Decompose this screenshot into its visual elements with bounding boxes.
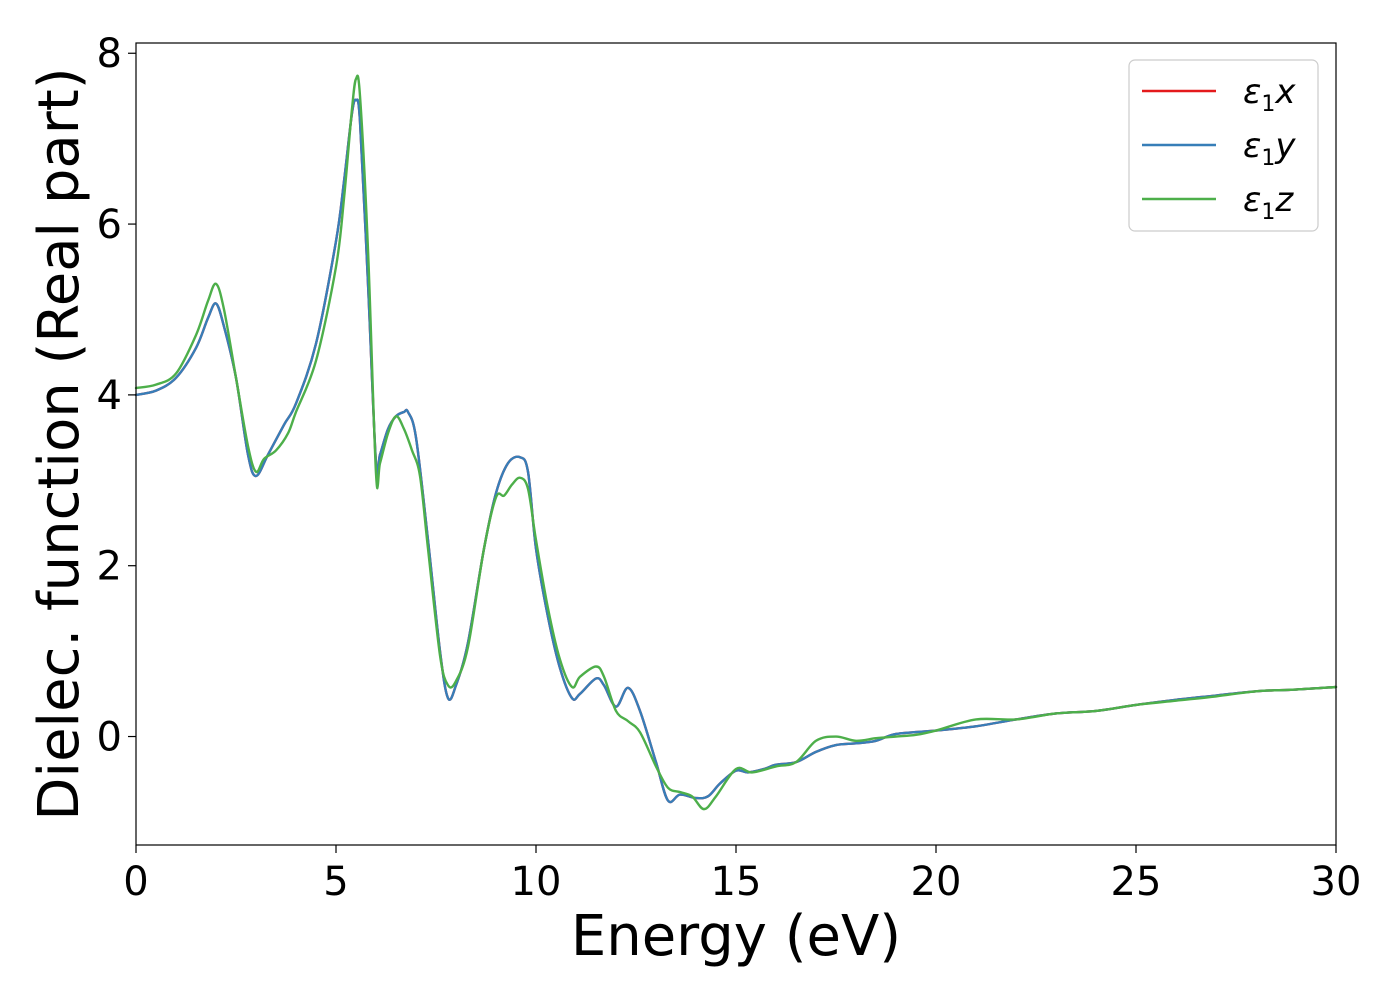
series-line-y: [134, 98, 1338, 804]
x-tick-label: 5: [323, 859, 348, 905]
legend-label-y: ε1y: [1243, 126, 1296, 171]
y-tick-label: 2: [97, 544, 122, 590]
y-axis-ticks: 0 2 4 6 8: [97, 31, 136, 761]
series-lines: [134, 74, 1338, 811]
x-axis-ticks: 0 5 10 15 20 25 30: [123, 845, 1361, 905]
series-line-z: [134, 74, 1338, 811]
y-tick-label: 0: [97, 715, 122, 761]
legend-label-z: ε1z: [1243, 180, 1294, 225]
x-tick-label: 0: [123, 859, 148, 905]
y-tick-label: 4: [97, 373, 122, 419]
legend-box: [1128, 59, 1319, 232]
legend-label-x: ε1x: [1243, 72, 1296, 117]
x-tick-label: 15: [711, 859, 762, 905]
y-tick-label: 6: [97, 202, 122, 248]
x-axis-label: Energy (eV): [571, 904, 901, 969]
y-tick-label: 8: [97, 31, 122, 77]
x-tick-label: 25: [1111, 859, 1162, 905]
x-tick-label: 20: [911, 859, 962, 905]
x-tick-label: 10: [511, 859, 562, 905]
x-tick-label: 30: [1311, 859, 1362, 905]
y-axis-label: Dielec. function (Real part): [27, 67, 92, 820]
legend: ε1x ε1y ε1z: [1128, 59, 1319, 232]
